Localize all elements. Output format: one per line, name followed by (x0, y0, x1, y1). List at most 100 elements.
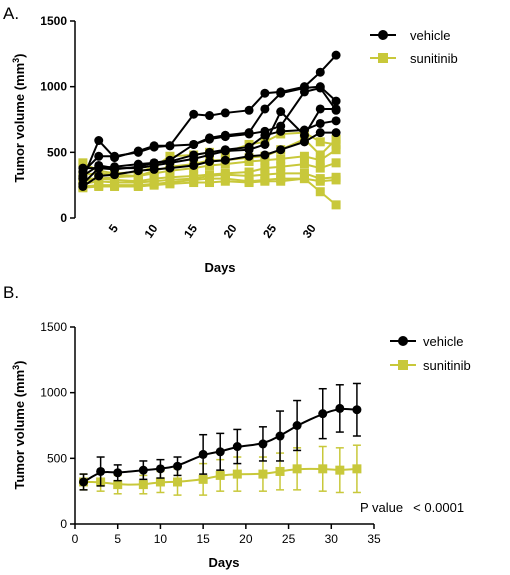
panel-b-xtick-label: 30 (325, 532, 339, 546)
panel-a-point-vehicle (94, 136, 104, 146)
panel-a-point-sunitinib (133, 171, 143, 181)
panel-a-point-vehicle (189, 109, 199, 119)
panel-b-point-vehicle (232, 442, 242, 452)
panel-b-ytick-label: 1500 (40, 320, 67, 334)
panel-a-point-vehicle (331, 96, 341, 106)
panel-a-point-sunitinib (260, 170, 270, 180)
panel-b-xlabel: Days (208, 555, 239, 570)
panel-a-ytick-label: 0 (60, 211, 67, 225)
panel-a-point-sunitinib (260, 176, 270, 186)
panel-a-point-vehicle (315, 118, 325, 128)
panel-a: A. 0 500 1000 1500 5 10 15 20 25 30 Tumor volume … (3, 4, 458, 275)
panel-a-point-vehicle (276, 107, 286, 117)
panel-a-point-vehicle (299, 87, 309, 97)
panel-a-ytick-label: 500 (47, 145, 67, 159)
panel-a-point-vehicle (299, 137, 309, 147)
panel-a-point-sunitinib (260, 155, 270, 165)
panel-b-ytick-label: 0 (60, 517, 67, 531)
panel-a-point-sunitinib (331, 158, 341, 168)
panel-a-point-vehicle (331, 104, 341, 114)
legend-sunitinib-label: sunitinib (410, 51, 458, 66)
panel-a-point-vehicle (260, 130, 270, 140)
panel-b-point-vehicle (79, 477, 89, 487)
panel-a-point-vehicle (205, 111, 214, 121)
panel-a-point-sunitinib (165, 179, 175, 189)
panel-a-point-vehicle (244, 105, 254, 115)
panel-b-point-sunitinib (138, 480, 148, 490)
panel-a-point-vehicle (260, 150, 270, 160)
legend-vehicle-label: vehicle (410, 28, 450, 43)
panel-a-point-sunitinib (189, 178, 199, 188)
panel-b-point-sunitinib (232, 469, 242, 479)
legend-sunitinib-label: sunitinib (423, 358, 471, 373)
panel-a-series-vehicle (78, 116, 341, 173)
panel-a-point-vehicle (110, 151, 120, 161)
panel-a-point-vehicle (133, 159, 143, 169)
panel-b: B. 0 500 1000 1500 0 5 10 15 20 25 30 35 Tumor volu… (3, 283, 471, 570)
panel-b-series-vehicle (79, 382, 362, 491)
panel-a-point-sunitinib (276, 154, 286, 164)
panel-a-point-sunitinib (315, 187, 325, 197)
panel-a-legend: vehicle sunitinib (370, 28, 458, 66)
panel-a-point-sunitinib (244, 178, 254, 188)
panel-a-point-sunitinib (299, 168, 309, 178)
panel-a-point-sunitinib (276, 162, 286, 172)
legend-vehicle-marker (378, 30, 388, 40)
legend-sunitinib-marker (398, 360, 408, 370)
panel-a-point-vehicle (220, 132, 230, 142)
panel-b-xtick-label: 25 (282, 532, 296, 546)
panel-a-point-sunitinib (220, 176, 230, 186)
panel-a-point-vehicle (110, 162, 120, 172)
panel-a-point-vehicle (94, 151, 104, 161)
panel-b-point-sunitinib (275, 466, 285, 476)
panel-a-ylabel: Tumor volume (mm3) (11, 53, 27, 182)
panel-a-point-vehicle (315, 67, 325, 77)
panel-a-point-vehicle (244, 142, 254, 152)
legend-vehicle-marker (398, 336, 408, 346)
panel-a-point-vehicle (78, 171, 88, 181)
panel-a-point-vehicle (276, 88, 286, 98)
panel-b-point-vehicle (113, 468, 123, 478)
panel-a-point-vehicle (149, 164, 159, 174)
panel-b-xtick-label: 15 (196, 532, 210, 546)
panel-a-point-vehicle (94, 171, 104, 181)
panel-a-point-vehicle (149, 142, 159, 152)
panel-a-point-vehicle (94, 163, 104, 173)
panel-a-point-vehicle (110, 170, 120, 180)
panel-b-point-vehicle (173, 461, 183, 471)
panel-a-xtick-label: 20 (221, 221, 240, 240)
legend-vehicle-label: vehicle (423, 334, 463, 349)
panel-a-point-sunitinib (299, 151, 309, 161)
panel-b-ylabel: Tumor volume (mm3) (11, 360, 27, 489)
panel-a-point-vehicle (220, 145, 230, 155)
panel-b-point-vehicle (352, 405, 362, 415)
panel-a-point-vehicle (189, 150, 199, 160)
panel-b-point-vehicle (275, 431, 285, 441)
panel-a-point-vehicle (205, 157, 214, 167)
panel-b-xtick-label: 35 (367, 532, 381, 546)
panel-a-point-vehicle (299, 125, 309, 135)
panel-a-point-vehicle (78, 163, 88, 173)
panel-a-xtick-label: 30 (300, 221, 319, 240)
panel-a-point-vehicle (276, 126, 286, 136)
panel-a-point-vehicle (260, 139, 270, 149)
panel-a-point-vehicle (315, 128, 325, 138)
panel-b-point-vehicle (258, 439, 268, 449)
panel-a-point-sunitinib (244, 171, 254, 181)
panel-a-point-sunitinib (299, 159, 309, 169)
panel-a-point-sunitinib (315, 163, 325, 173)
panel-b-xtick-label: 0 (72, 532, 79, 546)
panel-b-point-vehicle (292, 421, 302, 430)
panel-a-point-sunitinib (315, 155, 325, 165)
panel-b-point-sunitinib (292, 464, 302, 474)
panel-a-xlabel: Days (204, 260, 235, 275)
panel-b-point-vehicle (335, 403, 345, 413)
panel-b-xtick-label: 5 (114, 532, 121, 546)
panel-a-point-vehicle (331, 116, 341, 126)
panel-a-xtick-label: 25 (260, 221, 279, 240)
panel-b-legend: vehicle sunitinib (390, 334, 471, 373)
panel-a-point-vehicle (260, 88, 270, 98)
panel-a-point-sunitinib (276, 176, 286, 186)
panel-a-point-vehicle (220, 108, 230, 118)
panel-a-point-sunitinib (260, 163, 270, 173)
